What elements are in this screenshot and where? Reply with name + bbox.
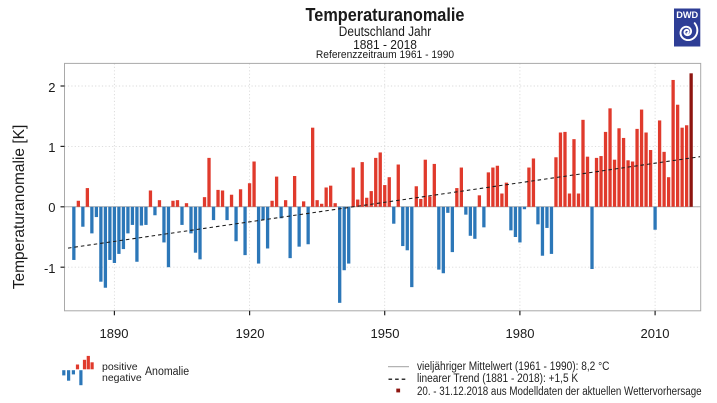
svg-text:DWD: DWD: [676, 10, 698, 20]
